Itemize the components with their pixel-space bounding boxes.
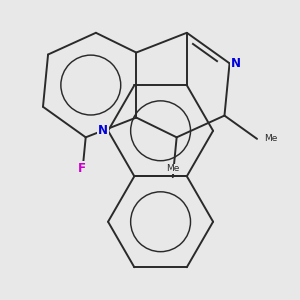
Text: F: F <box>78 162 86 175</box>
Text: N: N <box>231 57 241 70</box>
Text: Me: Me <box>265 134 278 143</box>
Text: N: N <box>98 124 108 137</box>
Text: Me: Me <box>166 164 179 173</box>
